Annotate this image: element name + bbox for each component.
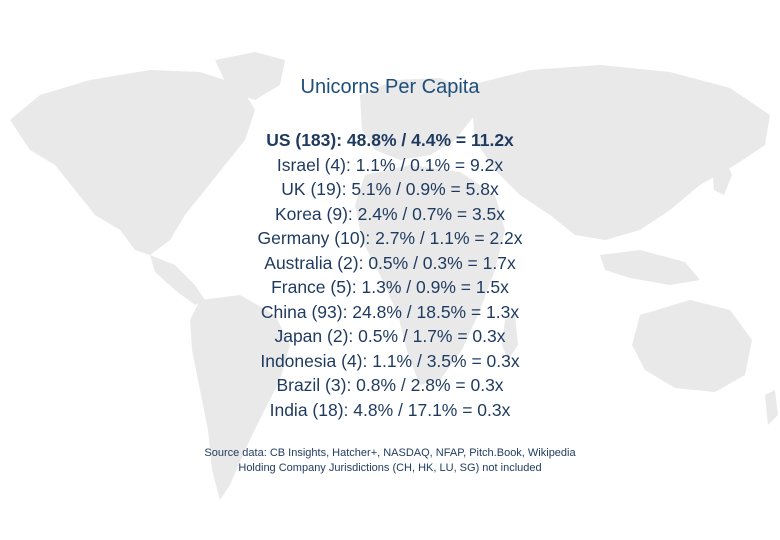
madagascar-shape [502,315,518,360]
exclusion-note: Holding Company Jurisdictions (CH, HK, L… [238,462,542,474]
source-data-note: Source data: CB Insights, Hatcher+, NASD… [204,447,576,459]
australia-shape [632,300,752,392]
stat-line-china: China (93): 24.8% / 18.5% = 1.3x [260,301,520,322]
greenland-shape [215,52,285,100]
north-america-shape [10,70,255,255]
new-zealand-shape [765,390,778,425]
slide-title: Unicorns Per Capita [300,76,480,98]
source-notes: Source data: CB Insights, Hatcher+, NASD… [0,446,780,476]
south-america-shape [190,295,290,500]
stat-line-indonesia: Indonesia (4): 1.1% / 3.5% = 0.3x [260,350,520,371]
stat-line-korea: Korea (9): 2.4% / 0.7% = 3.5x [274,203,506,224]
stat-line-brazil: Brazil (3): 0.8% / 2.8% = 0.3x [276,375,504,395]
stat-line-india: India (18): 4.8% / 17.1% = 0.3x [269,399,511,420]
stat-line-france: France (5): 1.3% / 0.9% = 1.5x [271,277,509,297]
southeast-asia-shape [600,250,700,285]
asia-shape [470,65,770,240]
stat-line-germany: Germany (10): 2.7% / 1.1% = 2.2x [257,228,523,248]
stat-line-japan: Japan (2): 0.5% / 1.7% = 0.3x [274,326,506,346]
europe-shape [360,78,475,160]
unicorn-stats-list: US (183): 48.8% / 4.4% = 11.2x Israel (4… [0,128,780,422]
central-america-shape [150,255,205,305]
stat-line-australia: Australia (2): 0.5% / 0.3% = 1.7x [264,252,516,273]
stat-line-uk: UK (19): 5.1% / 0.9% = 5.8x [281,179,499,199]
stat-line-israel: Israel (4): 1.1% / 0.1% = 9.2x [276,154,504,175]
japan-shape [712,158,732,195]
stat-line-us: US (183): 48.8% / 4.4% = 11.2x [266,130,514,150]
africa-shape [355,165,505,385]
